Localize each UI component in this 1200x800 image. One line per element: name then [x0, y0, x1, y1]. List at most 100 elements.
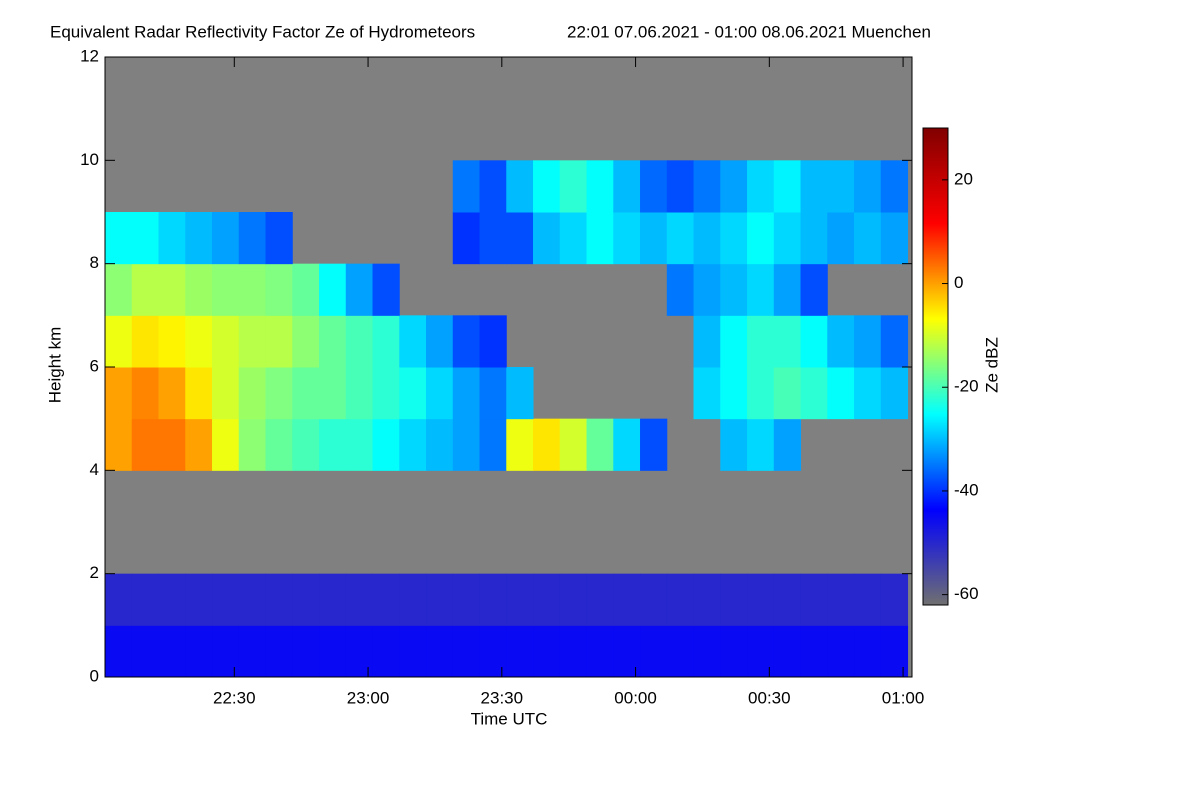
heat-cell: [452, 625, 481, 678]
heat-cell: [720, 573, 748, 626]
heat-cell: [666, 160, 695, 213]
heat-cell: [640, 212, 668, 265]
heat-cell: [693, 315, 721, 368]
colorbar-label: Ze dBZ: [982, 337, 1001, 393]
heat-cell: [399, 573, 427, 626]
heat-cell: [158, 625, 186, 678]
heat-cell: [827, 625, 855, 678]
heat-cell: [158, 315, 186, 368]
heat-cell: [880, 625, 909, 678]
heat-cell: [158, 367, 186, 420]
heat-cell: [827, 212, 855, 265]
heat-cell: [265, 212, 293, 265]
heat-cell: [854, 573, 882, 626]
heat-cell: [747, 160, 775, 213]
heat-cell: [345, 263, 374, 316]
heat-cell: [426, 367, 454, 420]
heat-cell: [506, 212, 534, 265]
heat-cell: [185, 212, 213, 265]
heat-cell: [880, 160, 909, 213]
heat-cell: [265, 418, 293, 471]
heat-cell: [800, 573, 828, 626]
heat-cell: [185, 625, 213, 678]
heat-cell: [773, 263, 802, 316]
heat-cell: [666, 573, 695, 626]
heat-cell: [479, 625, 507, 678]
heat-cell: [613, 573, 641, 626]
y-tick-label: 10: [80, 150, 99, 169]
heat-cell: [212, 212, 240, 265]
heat-cell: [158, 573, 186, 626]
y-axis-label: Height km: [45, 327, 64, 404]
heat-cell: [506, 625, 534, 678]
heat-cell: [613, 418, 641, 471]
heat-cell: [720, 315, 748, 368]
heat-cell: [479, 367, 507, 420]
heat-cell: [854, 625, 882, 678]
heat-cell: [452, 315, 481, 368]
heat-cell: [720, 212, 748, 265]
heat-cell: [212, 625, 240, 678]
heat-cell: [586, 418, 614, 471]
heat-cell: [399, 418, 427, 471]
y-tick-label: 2: [90, 563, 99, 582]
heat-cell: [880, 367, 909, 420]
heat-cell: [105, 212, 133, 265]
heat-cell: [319, 367, 347, 420]
heat-cell: [426, 418, 454, 471]
heat-cell: [345, 315, 374, 368]
heat-cell: [212, 367, 240, 420]
colorbar-tick-label: 0: [954, 273, 963, 292]
heat-cell: [880, 315, 909, 368]
heat-cell: [372, 367, 400, 420]
heat-cell: [158, 418, 186, 471]
heat-cell: [559, 573, 588, 626]
heat-cell: [479, 418, 507, 471]
heat-cell: [533, 418, 561, 471]
heat-cell: [586, 573, 614, 626]
heat-cell: [693, 212, 721, 265]
heat-cell: [105, 418, 133, 471]
heat-cell: [559, 625, 588, 678]
colorbar-tick-label: 20: [954, 169, 973, 188]
heat-cell: [319, 315, 347, 368]
heat-cell: [399, 625, 427, 678]
heat-cell: [158, 212, 186, 265]
colorbar-tick-label: -20: [954, 377, 979, 396]
heat-cell: [238, 418, 267, 471]
heat-cell: [158, 263, 186, 316]
heat-cell: [773, 625, 802, 678]
heat-cell: [345, 367, 374, 420]
heat-cell: [265, 625, 293, 678]
y-tick-label: 4: [90, 460, 99, 479]
heat-cell: [319, 625, 347, 678]
heat-cell: [292, 573, 320, 626]
heat-cell: [105, 263, 133, 316]
heat-cell: [238, 625, 267, 678]
chart-title: Equivalent Radar Reflectivity Factor Ze …: [50, 22, 475, 41]
heat-cell: [506, 160, 534, 213]
heat-cell: [479, 212, 507, 265]
y-tick-label: 6: [90, 356, 99, 375]
heat-cell: [533, 625, 561, 678]
heat-cell: [292, 367, 320, 420]
heat-cell: [265, 573, 293, 626]
heat-cell: [720, 160, 748, 213]
heat-cell: [399, 315, 427, 368]
heat-cell: [854, 160, 882, 213]
heat-cell: [559, 212, 588, 265]
heat-cell: [827, 315, 855, 368]
heat-cell: [854, 315, 882, 368]
heat-cell: [720, 418, 748, 471]
heat-cell: [212, 573, 240, 626]
heat-cell: [506, 418, 534, 471]
heat-cell: [666, 263, 695, 316]
heat-cell: [185, 418, 213, 471]
heat-cell: [131, 367, 160, 420]
heat-cell: [693, 160, 721, 213]
heat-cell: [131, 212, 160, 265]
heat-cell: [800, 367, 828, 420]
heat-cell: [827, 160, 855, 213]
heat-cell: [693, 367, 721, 420]
heat-cell: [212, 418, 240, 471]
